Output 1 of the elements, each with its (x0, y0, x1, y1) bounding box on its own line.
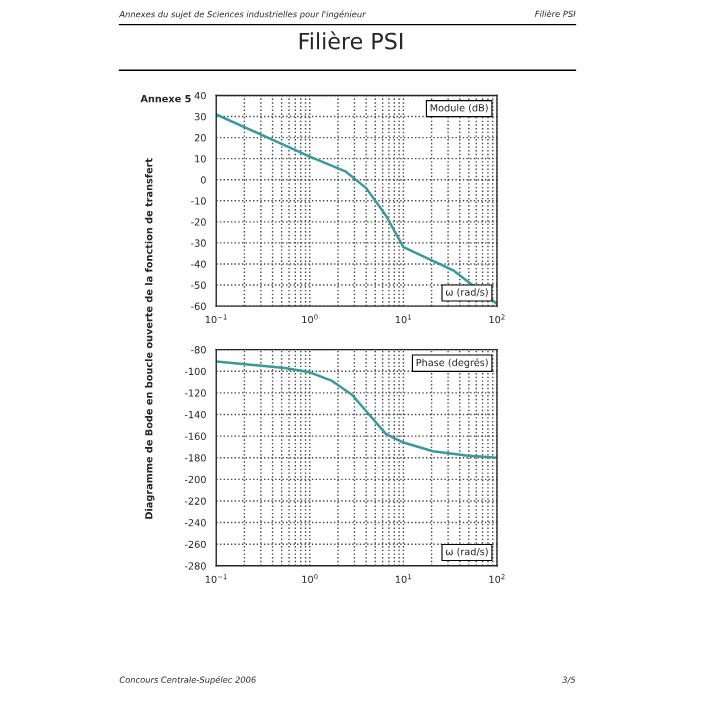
chart-title: Filière PSI (299, 31, 403, 50)
